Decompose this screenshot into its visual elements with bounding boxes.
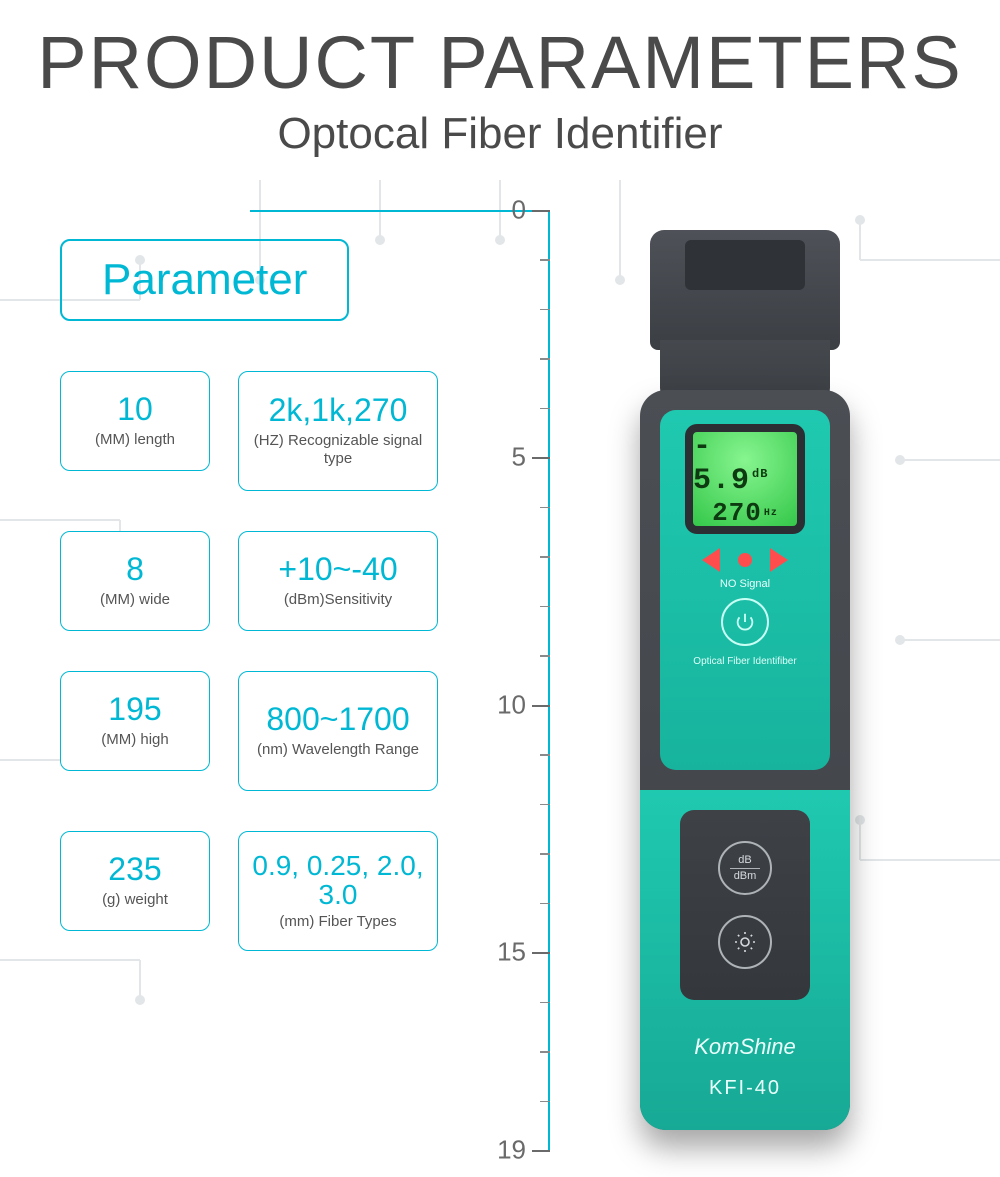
parameter-value: 800~1700 (266, 703, 409, 737)
ruler-tick-minor (540, 655, 550, 657)
ruler-tick-minor (540, 1051, 550, 1053)
device-lcd: - 5.9dB 270Hz (685, 424, 805, 534)
center-dot-icon (738, 553, 752, 567)
ruler-tick-minor (540, 1002, 550, 1004)
ruler-tick-minor (540, 903, 550, 905)
dbm-label: dBm (734, 871, 757, 882)
ruler-tick-minor (540, 606, 550, 608)
parameter-label: (nm) Wavelength Range (257, 741, 419, 759)
lcd-prefix: - (693, 430, 712, 464)
ruler-vertical-line (548, 210, 550, 1150)
ruler-tick-major (532, 210, 550, 212)
parameter-value: +10~-40 (278, 553, 397, 587)
arrow-indicators (702, 548, 788, 572)
parameter-value: 0.9, 0.25, 2.0, 3.0 (245, 851, 431, 910)
ruler-tick-minor (540, 408, 550, 410)
face-plate-caption: Optical Fiber Identifiber (693, 656, 796, 667)
device-model: KFI-40 (640, 1077, 850, 1100)
parameter-label: (MM) wide (100, 591, 170, 609)
ruler-tick-label: 19 (497, 1135, 526, 1166)
arrow-left-icon (702, 548, 720, 572)
parameter-card: 0.9, 0.25, 2.0, 3.0 (mm) Fiber Types (238, 831, 438, 951)
power-icon (734, 611, 756, 633)
parameter-card: 10 (MM) length (60, 371, 210, 471)
parameter-value: 8 (126, 553, 144, 587)
ruler-tick-label: 15 (497, 937, 526, 968)
parameter-label: (g) weight (102, 891, 168, 909)
ruler-tick-minor (540, 556, 550, 558)
lcd-top-unit: dB (752, 467, 768, 481)
ruler-tick-minor (540, 1101, 550, 1103)
parameter-label: (dBm)Sensitivity (284, 591, 392, 609)
ruler-tick-major (532, 1150, 550, 1152)
light-icon (733, 930, 757, 954)
ruler-tick-minor (540, 754, 550, 756)
parameter-card: 195 (MM) high (60, 671, 210, 771)
ruler-tick-minor (540, 358, 550, 360)
ruler-top-line (250, 210, 550, 212)
parameter-value: 195 (108, 693, 161, 727)
parameter-card: 2k,1k,270 (HZ) Recognizable signal type (238, 371, 438, 491)
button-panel: dB dBm (680, 810, 810, 1000)
parameter-value: 235 (108, 853, 161, 887)
parameter-header: Parameter (60, 239, 349, 321)
parameter-card: +10~-40 (dBm)Sensitivity (238, 531, 438, 631)
arrow-right-icon (770, 548, 788, 572)
page-title: PRODUCT PARAMETERS (0, 20, 1000, 105)
ruler-tick-label: 10 (497, 689, 526, 720)
db-dbm-button[interactable]: dB dBm (718, 841, 772, 895)
device-body: - 5.9dB 270Hz NO Signal Optical Fiber Id… (640, 390, 850, 1130)
lcd-top-value: 5.9 (693, 464, 750, 498)
lcd-top-reading: - 5.9dB (693, 430, 797, 498)
no-signal-label: NO Signal (720, 578, 770, 590)
ruler-tick-minor (540, 507, 550, 509)
parameter-card: 800~1700 (nm) Wavelength Range (238, 671, 438, 791)
db-label: dB (738, 855, 751, 866)
ruler-tick-label: 0 (512, 195, 526, 226)
ruler-tick-major (532, 705, 550, 707)
ruler-tick-minor (540, 309, 550, 311)
device-illustration: - 5.9dB 270Hz NO Signal Optical Fiber Id… (580, 230, 910, 1150)
ruler-tick-minor (540, 853, 550, 855)
device-face-plate: - 5.9dB 270Hz NO Signal Optical Fiber Id… (660, 410, 830, 770)
ruler: 05101519 (490, 210, 550, 1150)
parameter-value: 2k,1k,270 (269, 394, 408, 428)
light-button[interactable] (718, 915, 772, 969)
lcd-bottom-value: 270 (712, 498, 762, 528)
parameter-card: 8 (MM) wide (60, 531, 210, 631)
power-button[interactable] (721, 598, 769, 646)
parameter-value: 10 (117, 393, 153, 427)
divider-line (730, 868, 760, 869)
ruler-tick-label: 5 (512, 442, 526, 473)
ruler-tick-minor (540, 804, 550, 806)
ruler-tick-major (532, 952, 550, 954)
ruler-tick-major (532, 457, 550, 459)
ruler-tick-minor (540, 259, 550, 261)
parameter-label: (mm) Fiber Types (279, 913, 396, 931)
page-subtitle: Optocal Fiber Identifier (0, 109, 1000, 159)
parameter-label: (MM) high (101, 731, 169, 749)
device-brand: KomShine (640, 1034, 850, 1060)
lcd-bottom-reading: 270Hz (712, 498, 778, 528)
parameter-label: (HZ) Recognizable signal type (245, 432, 431, 468)
parameter-grid: 10 (MM) length 2k,1k,270 (HZ) Recognizable … (60, 371, 440, 951)
lcd-bottom-unit: Hz (764, 508, 778, 519)
parameter-label: (MM) length (95, 431, 175, 449)
parameter-card: 235 (g) weight (60, 831, 210, 931)
device-head (650, 230, 840, 350)
